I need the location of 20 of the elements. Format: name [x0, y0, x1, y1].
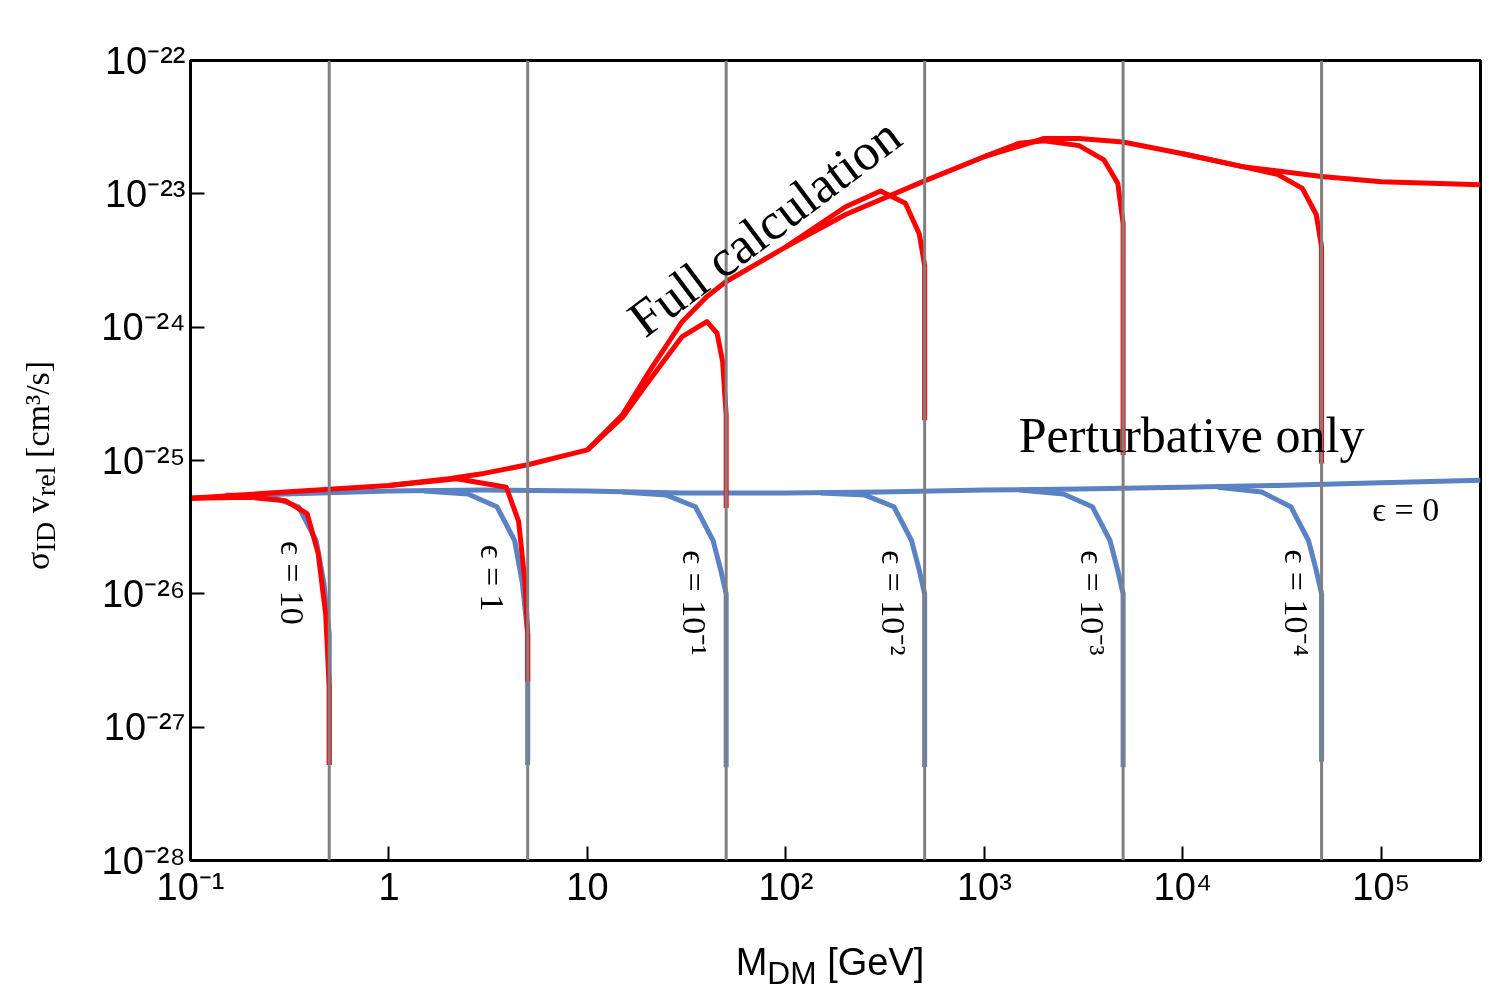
y-tick-label: 10⁻²⁵	[101, 439, 186, 482]
y-tick-label: 10⁻²⁷	[103, 706, 186, 749]
annotation: ϵ = 10⁻⁴	[1277, 549, 1315, 657]
x-tick-label: 10⁴	[1153, 865, 1213, 908]
annotation: ϵ = 1	[473, 544, 511, 612]
x-tick-label: 10²	[758, 865, 814, 908]
x-tick-label: 1	[378, 865, 400, 908]
y-tick-label: 10⁻²³	[104, 172, 186, 215]
annotation: ϵ = 10	[273, 540, 311, 625]
x-tick-label: 10⁵	[1352, 865, 1411, 908]
x-tick-label: 10³	[956, 865, 1012, 908]
y-tick-label: 10⁻²⁴	[101, 306, 186, 349]
y-tick-label: 10⁻²²	[104, 39, 186, 82]
annotation: ϵ = 10⁻³	[1073, 550, 1111, 656]
y-tick-label: 10⁻²⁶	[101, 572, 186, 615]
x-tick-label: 10	[566, 865, 609, 908]
x-axis-title: M$_{DM}$ [GeV]	[735, 940, 925, 993]
annotation: ϵ = 0	[1372, 490, 1440, 528]
annotation: ϵ = 10⁻²	[875, 550, 913, 656]
annotation: ϵ = 10⁻¹	[676, 550, 714, 656]
